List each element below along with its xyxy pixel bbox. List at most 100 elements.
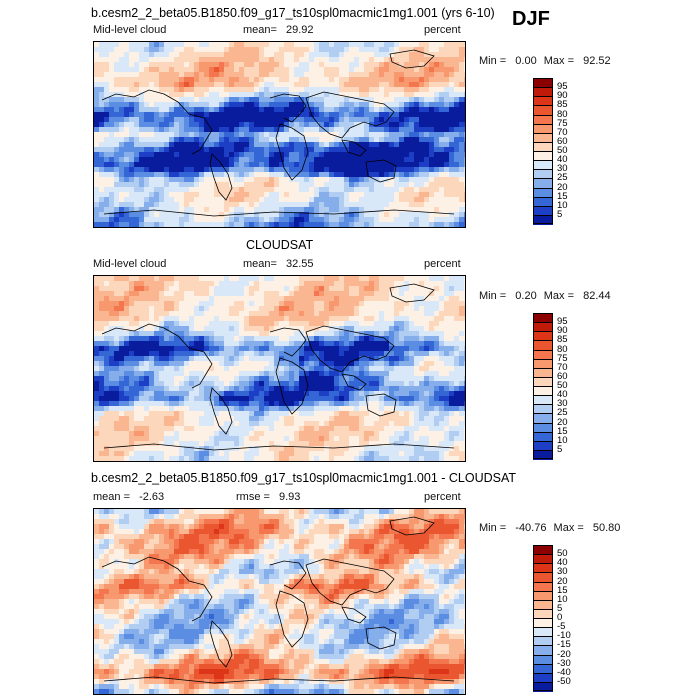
heatmap-cell: [234, 132, 240, 138]
heatmap-cell: [369, 346, 375, 352]
heatmap-cell: [294, 331, 300, 337]
heatmap-cell: [174, 87, 180, 93]
heatmap-cell: [314, 112, 320, 118]
heatmap-cell: [139, 62, 145, 68]
heatmap-cell: [449, 197, 455, 203]
heatmap-cell: [214, 42, 220, 48]
heatmap-cell: [454, 411, 460, 417]
heatmap-cell: [339, 291, 345, 297]
heatmap-cell: [424, 82, 430, 88]
heatmap-cell: [339, 87, 345, 93]
heatmap-cell: [284, 416, 290, 422]
heatmap-cell: [434, 311, 440, 317]
heatmap-cell: [369, 192, 375, 198]
heatmap-cell: [404, 112, 410, 118]
heatmap-cell: [279, 366, 285, 372]
heatmap-cell: [339, 147, 345, 153]
heatmap-cell: [459, 396, 465, 402]
heatmap-cell: [299, 361, 305, 367]
heatmap-cell: [204, 212, 210, 218]
heatmap-cell: [234, 72, 240, 78]
heatmap-cell: [359, 157, 365, 163]
heatmap-cell: [454, 42, 460, 48]
heatmap-cell: [324, 351, 330, 357]
heatmap-cell: [219, 107, 225, 113]
heatmap-cell: [179, 122, 185, 128]
heatmap-cell: [174, 162, 180, 168]
heatmap-cell: [154, 117, 160, 123]
heatmap-cell: [214, 172, 220, 178]
heatmap-cell: [169, 281, 175, 287]
heatmap-cell: [174, 57, 180, 63]
heatmap-cell: [454, 77, 460, 83]
heatmap-cell: [344, 82, 350, 88]
heatmap-cell: [319, 67, 325, 73]
heatmap-cell: [449, 132, 455, 138]
heatmap-cell: [104, 316, 110, 322]
heatmap-cell: [394, 411, 400, 417]
heatmap-cell: [419, 396, 425, 402]
heatmap-cell: [449, 286, 455, 292]
heatmap-cell: [234, 276, 240, 282]
heatmap-cell: [409, 127, 415, 133]
heatmap-cell: [409, 326, 415, 332]
heatmap-cell: [419, 301, 425, 307]
heatmap-cell: [264, 321, 270, 327]
heatmap-cell: [379, 291, 385, 297]
heatmap-cell: [334, 97, 340, 103]
heatmap-cell: [339, 326, 345, 332]
heatmap-cell: [364, 207, 370, 213]
heatmap-cell: [349, 371, 355, 377]
heatmap-cell: [259, 77, 265, 83]
heatmap-cell: [344, 107, 350, 113]
heatmap-cell: [239, 62, 245, 68]
heatmap-cell: [289, 331, 295, 337]
heatmap-cell: [314, 306, 320, 312]
heatmap-cell: [449, 207, 455, 213]
heatmap-cell: [194, 366, 200, 372]
heatmap-cell: [114, 107, 120, 113]
heatmap-cell: [249, 286, 255, 292]
heatmap-cell: [324, 361, 330, 367]
heatmap-cell: [389, 147, 395, 153]
heatmap-cell: [144, 152, 150, 158]
heatmap-cell: [339, 341, 345, 347]
heatmap-cell: [374, 82, 380, 88]
heatmap-cell: [124, 182, 130, 188]
heatmap-cell: [359, 77, 365, 83]
heatmap-cell: [164, 366, 170, 372]
heatmap-cell: [214, 346, 220, 352]
heatmap-cell: [189, 177, 195, 183]
heatmap-cell: [459, 42, 465, 48]
heatmap-cell: [194, 192, 200, 198]
heatmap-cell: [99, 386, 105, 392]
heatmap-cell: [149, 107, 155, 113]
heatmap-cell: [454, 281, 460, 287]
heatmap-cell: [389, 281, 395, 287]
heatmap-cell: [459, 217, 465, 223]
heatmap-cell: [294, 142, 300, 148]
heatmap-cell: [174, 346, 180, 352]
heatmap-cell: [259, 361, 265, 367]
heatmap-cell: [209, 411, 215, 417]
heatmap-cell: [114, 336, 120, 342]
heatmap-cell: [299, 82, 305, 88]
heatmap-cell: [149, 371, 155, 377]
heatmap-cell: [109, 92, 115, 98]
heatmap-cell: [369, 57, 375, 63]
heatmap-cell: [154, 137, 160, 143]
heatmap-cell: [114, 396, 120, 402]
heatmap-cell: [134, 57, 140, 63]
colorbar-swatch: [533, 151, 553, 161]
heatmap-cell: [219, 376, 225, 382]
heatmap-cell: [249, 182, 255, 188]
heatmap-cell: [454, 87, 460, 93]
heatmap-cell: [404, 77, 410, 83]
heatmap-cell: [359, 291, 365, 297]
heatmap-cell: [199, 381, 205, 387]
heatmap-cell: [409, 162, 415, 168]
heatmap-cell: [114, 222, 120, 227]
heatmap-cell: [109, 326, 115, 332]
heatmap-cell: [224, 57, 230, 63]
heatmap-cell: [184, 336, 190, 342]
